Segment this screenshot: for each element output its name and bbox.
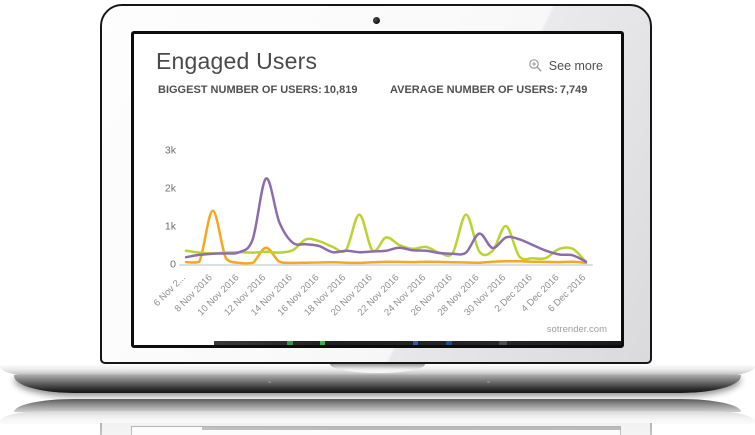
content-speck <box>287 341 294 345</box>
screen-frame: Engaged Users See more BIGGEST NUMBER OF… <box>131 31 624 348</box>
stat-biggest-label: BIGGEST NUMBER OF USERS: <box>158 84 322 96</box>
y-tick-label: 2k <box>165 183 177 195</box>
screen: Engaged Users See more BIGGEST NUMBER OF… <box>134 34 621 345</box>
content-speck <box>319 341 325 345</box>
webcam-dot <box>373 17 380 24</box>
content-speck <box>445 341 452 345</box>
see-more-button[interactable]: See more <box>528 58 603 73</box>
content-speck <box>413 341 419 345</box>
laptop-lid: Engaged Users See more BIGGEST NUMBER OF… <box>100 4 652 364</box>
stat-average-users: AVERAGE NUMBER OF USERS: 7,749 <box>390 84 589 96</box>
laptop-base-underside <box>14 375 741 393</box>
laptop-base-notch <box>330 364 425 373</box>
y-tick-label: 1k <box>165 221 177 233</box>
content-speck <box>498 341 507 345</box>
page-title: Engaged Users <box>156 48 318 74</box>
stat-average-label: AVERAGE NUMBER OF USERS: <box>390 84 558 96</box>
base-detail-dot <box>268 381 271 383</box>
cutoff-content-strip <box>214 341 621 345</box>
see-more-label: See more <box>548 58 603 73</box>
orange-series-path <box>184 209 588 265</box>
stat-biggest-users: BIGGEST NUMBER OF USERS: 10,819 <box>158 84 359 96</box>
reflection-fade <box>0 399 755 435</box>
y-tick-label: 3k <box>165 145 177 157</box>
purple-series-path <box>184 177 588 263</box>
stat-biggest-value: 10,819 <box>323 84 358 96</box>
y-tick-label: 0 <box>170 259 176 271</box>
laptop-reflection <box>0 399 755 435</box>
base-detail-dot <box>487 381 490 383</box>
zoom-in-icon <box>528 59 542 72</box>
watermark: sotrender.com <box>546 324 607 335</box>
green-series-path <box>184 213 588 264</box>
stat-average-value: 7,749 <box>559 84 588 96</box>
